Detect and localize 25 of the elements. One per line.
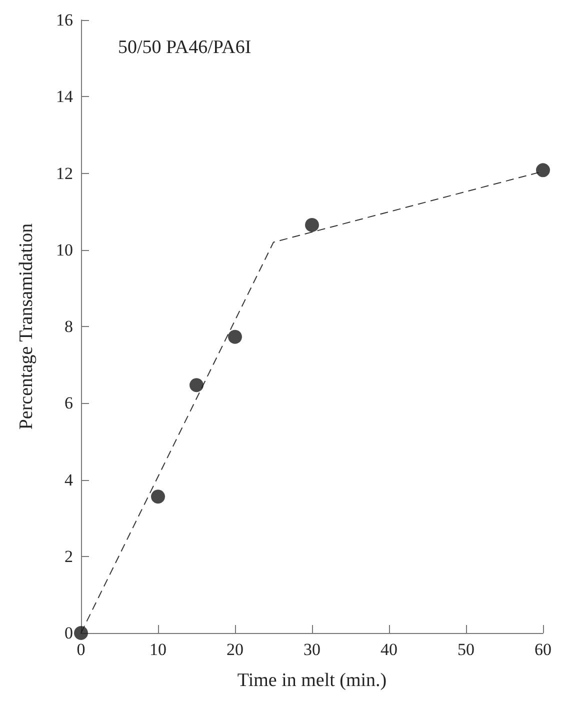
x-tick-label: 10 <box>150 640 166 659</box>
x-tick-label: 0 <box>76 640 86 659</box>
x-tick-label: 40 <box>380 640 398 659</box>
point <box>536 163 550 178</box>
y-tick-label: 16 <box>56 10 73 30</box>
y-axis-title: Percentage Transamidation <box>16 222 37 430</box>
x-tick-label: 20 <box>226 640 244 659</box>
point <box>74 626 88 640</box>
x-tick-label: 50 <box>458 640 474 659</box>
y-tick-label: 0 <box>64 624 73 642</box>
y-tick-label: 4 <box>64 470 74 490</box>
y-tick-label: 8 <box>64 317 73 336</box>
y-tick-label: 2 <box>64 546 73 566</box>
x-axis-title: Time in melt (min.) <box>237 670 387 691</box>
point <box>305 218 319 232</box>
x-tick-label: 30 <box>304 640 320 659</box>
y-tick-label: 6 <box>64 394 73 413</box>
y-tick-label: 10 <box>56 240 73 260</box>
point <box>151 490 165 504</box>
y-tick-label: 12 <box>56 164 73 183</box>
point <box>190 378 204 392</box>
point <box>228 330 242 344</box>
annotation: 50/50 PA46/PA6I <box>118 37 252 58</box>
y-tick-label: 14 <box>56 87 74 106</box>
x-tick-label: 60 <box>534 640 552 659</box>
